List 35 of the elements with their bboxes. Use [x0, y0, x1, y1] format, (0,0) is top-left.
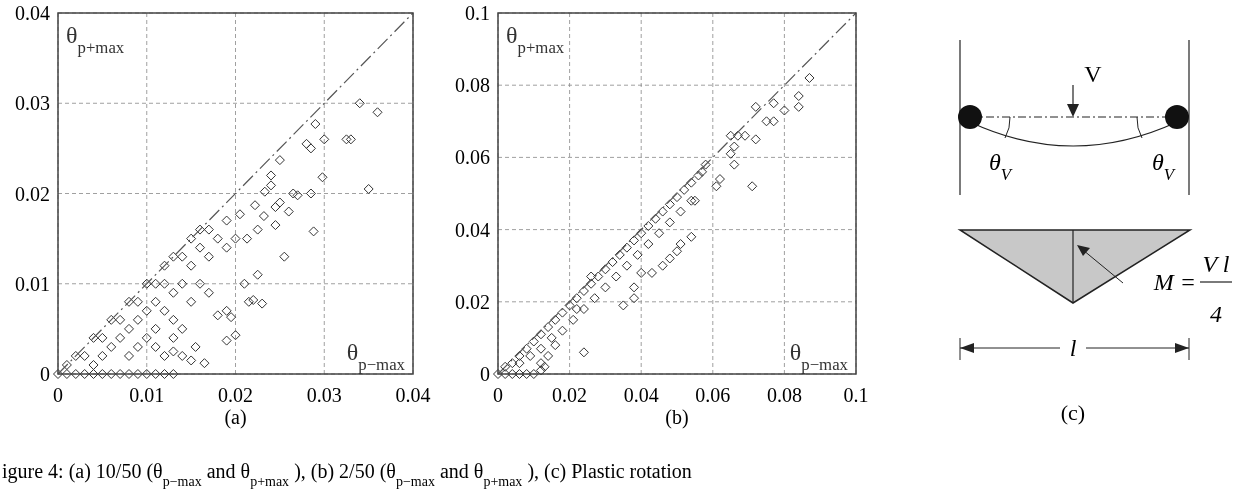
y-tick-label: 0.1	[465, 2, 490, 24]
x-tick-label: 0.04	[623, 384, 659, 406]
x-axis-title: θ$_{p−max}$	[789, 339, 849, 374]
x-axis-title: θ$_{p−max}$	[346, 339, 406, 374]
y-tick-label: 0.04	[15, 2, 50, 24]
y-tick-label: 0.04	[455, 218, 490, 241]
text: V	[1084, 61, 1103, 87]
y-tick-label: 0.02	[455, 290, 490, 313]
text: θ$_{V}$	[1151, 149, 1176, 184]
x-tick-label: 0.01	[129, 384, 165, 406]
text: (a)	[224, 406, 247, 429]
text: θ$_{V}$	[988, 149, 1013, 184]
text: l	[1069, 335, 1077, 361]
text: (c)	[1060, 400, 1086, 425]
y-tick-label: 0	[40, 363, 50, 385]
x-tick-label: 0.06	[695, 384, 731, 406]
y-tick-label: 0.03	[15, 92, 50, 115]
text: (b)	[665, 406, 689, 429]
x-tick-label: 0.04	[395, 384, 431, 406]
y-tick-label: 0.08	[455, 74, 490, 97]
text: igure 4: (a) 10/50 (θ$_{p−max}$ and θ$_{p+max}$ ), (b) 2/50 (θ$_{p−max}$ and θ$_{p+max}$ ), (c) Plastic rotation	[2, 460, 692, 489]
x-tick-label: 0.1	[843, 384, 869, 406]
y-tick-label: 0.02	[15, 182, 50, 205]
y-axis-title: θ$_{p+max}$	[66, 22, 125, 57]
x-tick-label: 0.02	[218, 384, 253, 406]
y-tick-label: 0.01	[15, 272, 50, 295]
y-tick-label: 0	[480, 363, 490, 385]
x-tick-label: 0.02	[552, 384, 588, 406]
x-tick-label: 0.08	[766, 384, 802, 406]
text: V l	[1202, 251, 1230, 277]
x-tick-label: 0.03	[306, 384, 342, 406]
y-axis-title: θ$_{p+max}$	[506, 22, 565, 57]
text: 4	[1210, 301, 1222, 327]
y-tick-label: 0.06	[455, 146, 490, 169]
text: M =	[1152, 269, 1196, 295]
